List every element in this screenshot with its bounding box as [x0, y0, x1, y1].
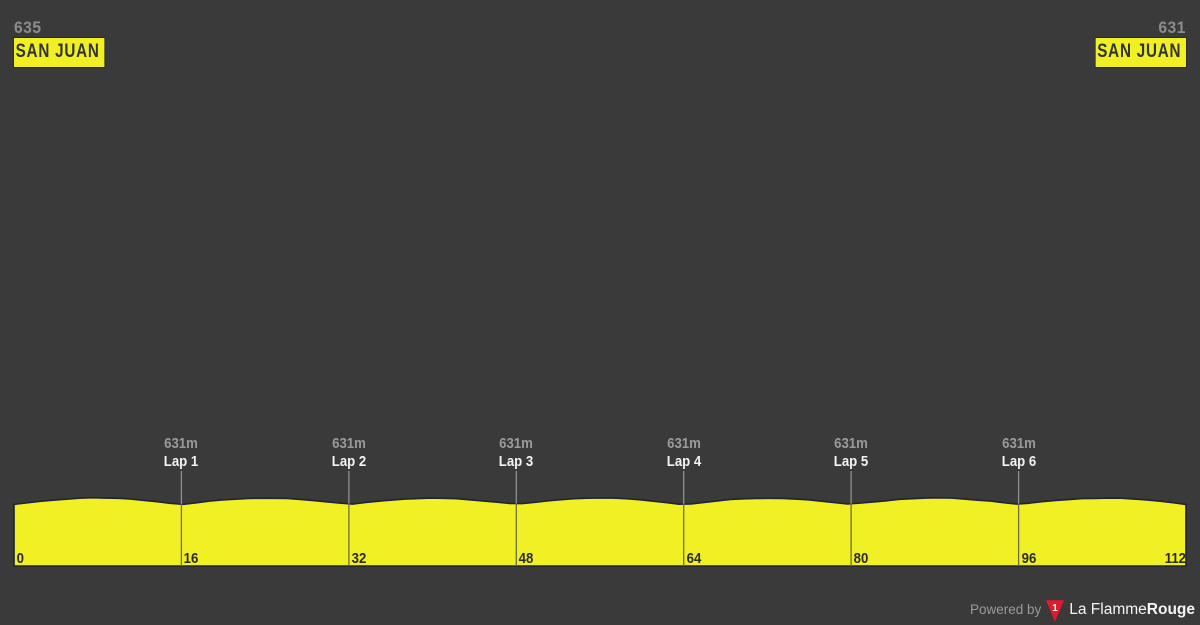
svg-text:1: 1 — [1053, 603, 1059, 614]
